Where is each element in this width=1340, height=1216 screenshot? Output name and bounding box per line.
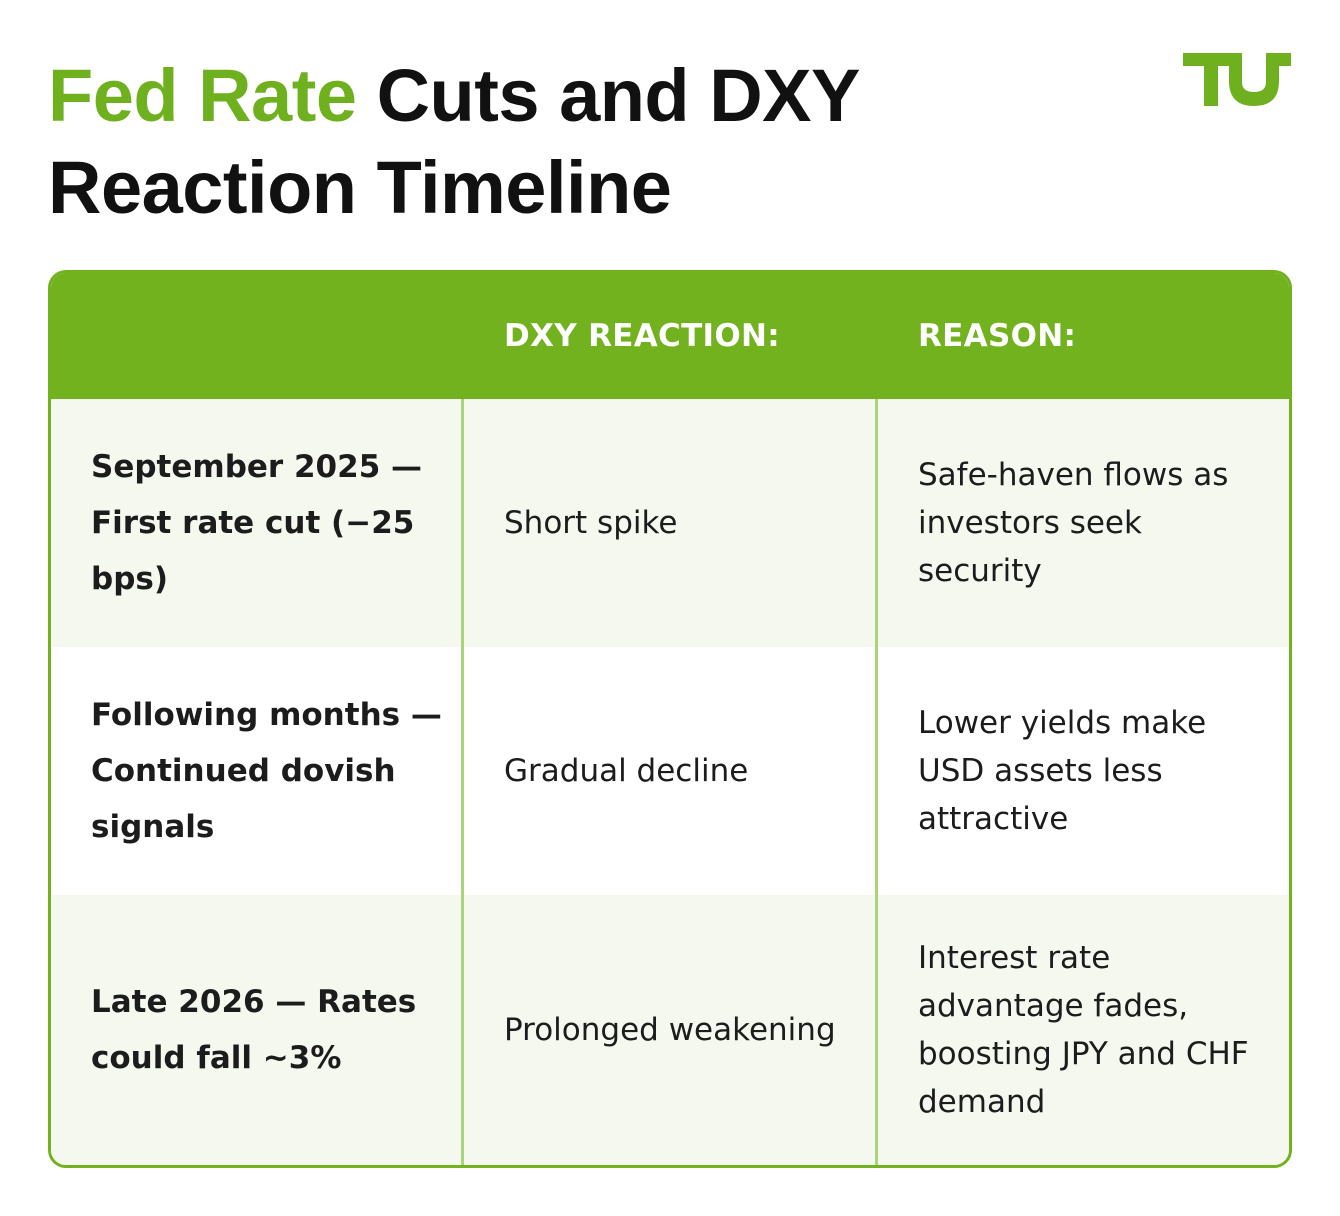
table-row: Following months — Continued dovish sign… [51,647,1289,895]
column-divider [875,399,878,1165]
event-cell: Late 2026 — Rates could fall ~3% [91,984,417,1076]
table-row: Late 2026 — Rates could fall ~3% Prolong… [51,895,1289,1165]
header-dxy-reaction: DXY REACTION: [504,318,780,354]
reaction-cell: Gradual decline [504,753,749,789]
tu-logo-icon [1183,53,1291,106]
event-cell: September 2025 — First rate cut (−25 bps… [91,449,423,597]
table-row: September 2025 — First rate cut (−25 bps… [51,399,1289,647]
header-reason: REASON: [918,318,1077,354]
title-rest: Cuts and DXY Reaction Timeline [48,54,859,229]
reaction-cell: Prolonged weakening [504,1012,836,1048]
reason-cell: Interest rate advantage fades, boosting … [918,940,1249,1120]
reason-cell: Lower yields make USD assets less attrac… [918,705,1207,837]
rate-cut-timeline-table: DXY REACTION: REASON: September 2025 — F… [48,270,1292,1168]
reason-cell: Safe-haven flows as investors seek secur… [918,457,1229,589]
table-header: DXY REACTION: REASON: [51,273,1289,399]
header-event [91,273,441,399]
event-cell: Following months — Continued dovish sign… [91,697,442,845]
reaction-cell: Short spike [504,505,678,541]
page-title: Fed Rate Cuts and DXY Reaction Timeline [48,50,1168,234]
column-divider [461,399,464,1165]
title-highlight: Fed Rate [48,54,357,137]
